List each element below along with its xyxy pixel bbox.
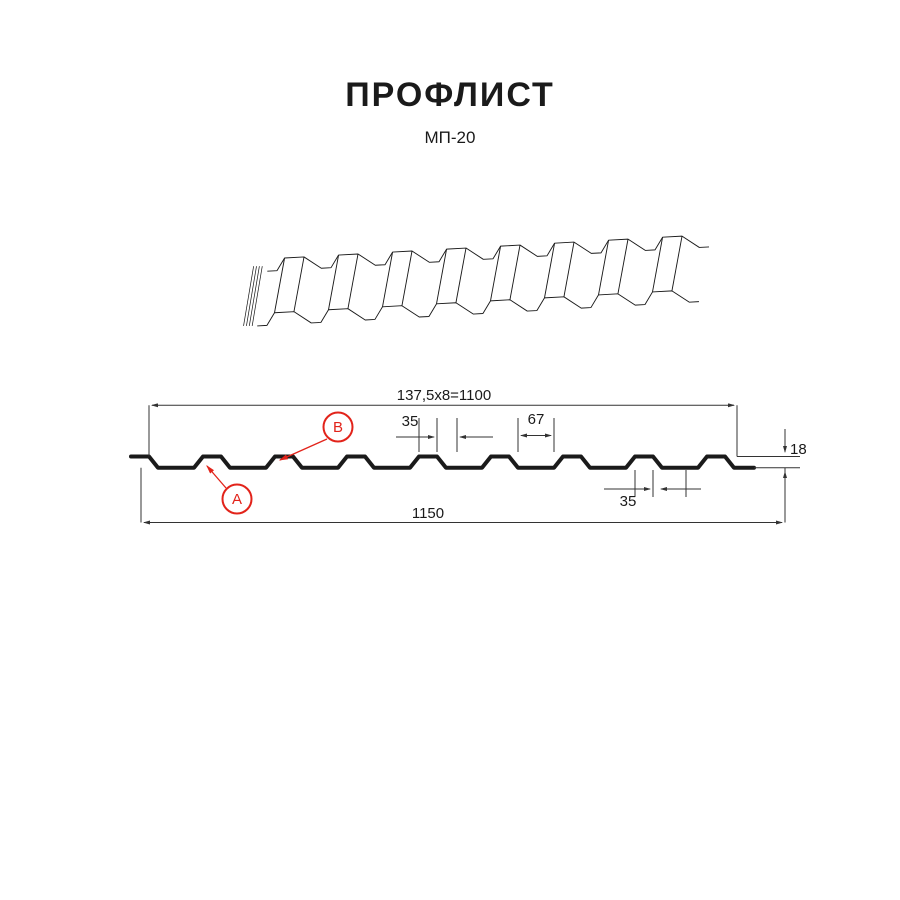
svg-text:35: 35 (620, 493, 637, 510)
svg-text:1150: 1150 (412, 505, 444, 522)
svg-text:A: A (232, 491, 242, 508)
svg-text:137,5x8=1100: 137,5x8=1100 (397, 387, 491, 404)
svg-text:18: 18 (790, 441, 807, 458)
svg-text:B: B (333, 419, 343, 436)
svg-text:35: 35 (402, 413, 419, 430)
svg-text:67: 67 (528, 411, 545, 428)
